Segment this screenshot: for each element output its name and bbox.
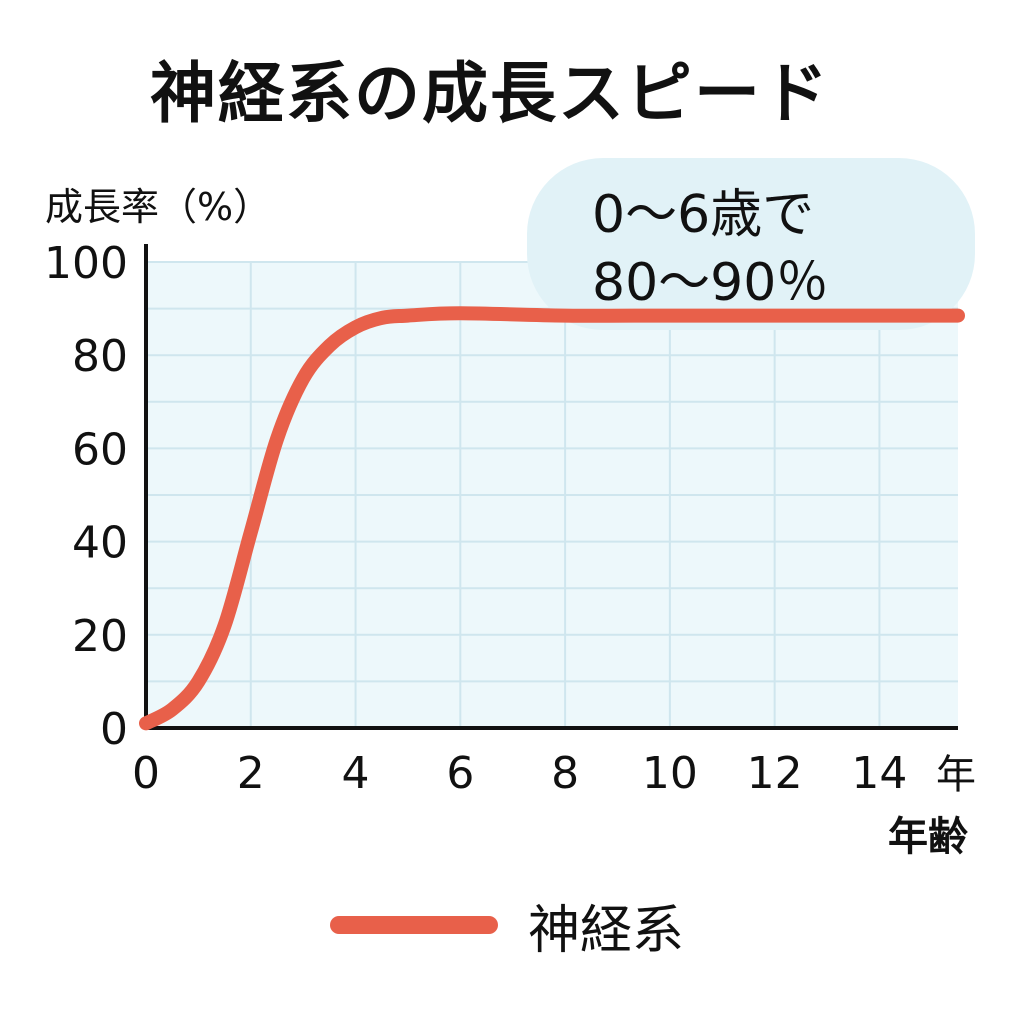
x-tick-label: 12	[747, 748, 803, 799]
y-tick-label: 40	[72, 518, 128, 569]
x-tick-label: 2	[237, 748, 265, 799]
y-tick-label: 20	[72, 611, 128, 662]
y-axis-label: 成長率（%）	[45, 185, 271, 229]
x-tick-label: 8	[551, 748, 579, 799]
series-line-neural	[139, 306, 965, 731]
y-tick-label: 100	[44, 238, 128, 289]
x-tick-label: 10	[642, 748, 698, 799]
callout-text-line1: 0〜6歳で	[592, 185, 814, 245]
y-tick-label: 60	[72, 424, 128, 475]
x-tick-label: 14	[851, 748, 907, 799]
callout-text-line2: 80〜90％	[592, 253, 828, 313]
chart-title: 神経系の成長スピード	[150, 55, 830, 132]
x-tick-label: 4	[342, 748, 370, 799]
y-tick-label: 0	[100, 704, 128, 755]
legend: 神経系	[330, 890, 685, 961]
callout-bubble	[527, 158, 975, 330]
x-axis-label: 年齢	[888, 814, 968, 860]
x-tick-label: 0	[132, 748, 160, 799]
x-axis-unit-label: 年	[936, 752, 976, 798]
legend-swatch	[330, 916, 498, 934]
x-tick-label: 6	[446, 748, 474, 799]
y-tick-label: 80	[72, 331, 128, 382]
legend-label: 神経系	[528, 900, 685, 961]
